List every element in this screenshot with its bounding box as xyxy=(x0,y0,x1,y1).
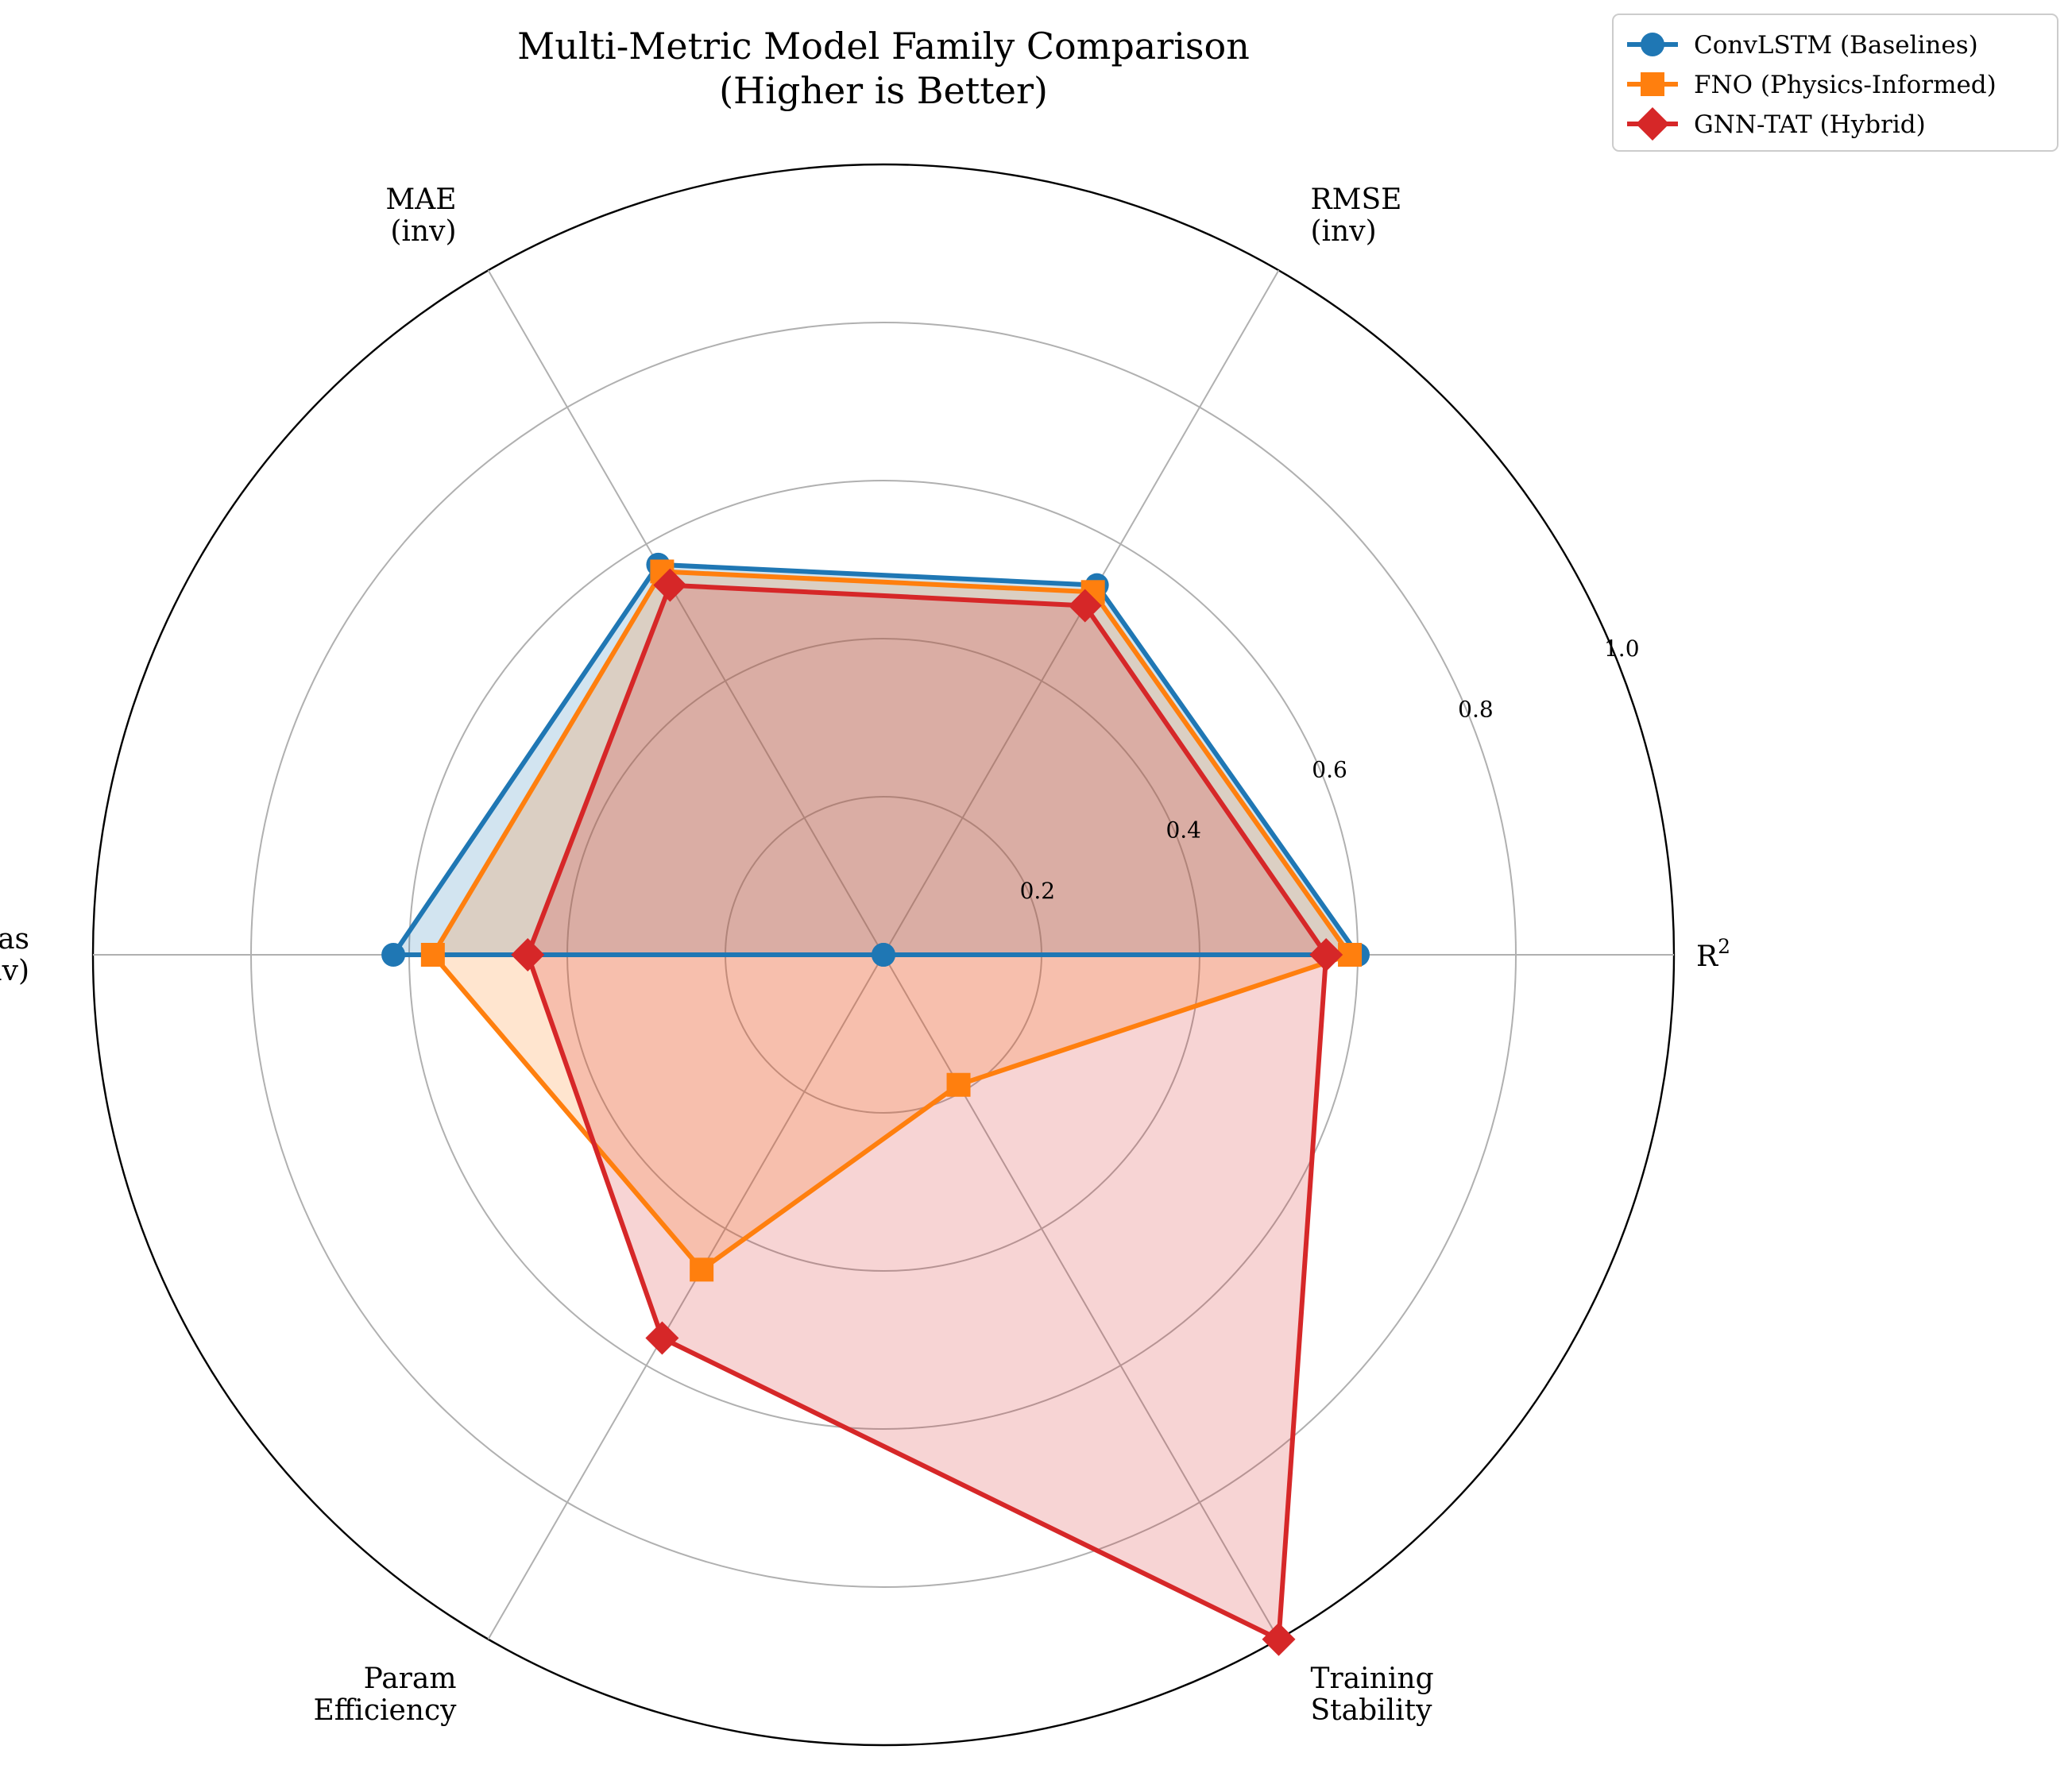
chart-title-line-1: Multi-Metric Model Family Comparison xyxy=(517,25,1250,68)
legend-marker xyxy=(1641,72,1664,96)
series-line xyxy=(391,562,1360,957)
data-point xyxy=(381,943,406,967)
angular-grid-line xyxy=(487,954,884,1640)
chart-title-line-2: (Higher is Better) xyxy=(719,69,1048,112)
data-point xyxy=(946,1072,971,1097)
data-point xyxy=(1309,938,1343,971)
angular-grid-line xyxy=(487,269,884,956)
data-point xyxy=(690,1257,714,1282)
legend-marker xyxy=(1641,33,1664,56)
axis-label: RMSE (inv) xyxy=(1311,183,1402,248)
legend-entry: FNO (Physics-Informed) xyxy=(1627,71,1997,99)
legend-entry: GNN-TAT (Hybrid) xyxy=(1627,107,1926,141)
axis-label: R2 xyxy=(1696,935,1730,973)
legend-marker xyxy=(1636,107,1669,141)
legend-box xyxy=(1612,14,2058,152)
axis-label: MAE (inv) xyxy=(385,183,456,248)
legend-entry: ConvLSTM (Baselines) xyxy=(1627,31,1978,60)
data-point xyxy=(653,568,687,602)
legend-label: ConvLSTM (Baselines) xyxy=(1694,31,1978,60)
axis-label: Training Stability xyxy=(1311,1663,1434,1727)
series-fill xyxy=(528,585,1327,1639)
data-point xyxy=(420,943,445,967)
chart-title: Multi-Metric Model Family Comparison (Hi… xyxy=(517,25,1250,112)
data-point xyxy=(645,1321,679,1355)
radial-tick-label: 1.0 xyxy=(1604,635,1640,662)
radial-tick-label: 0.8 xyxy=(1458,696,1494,722)
data-point xyxy=(511,938,545,971)
series-fill xyxy=(393,564,1359,955)
axis-label: Bias(inv) xyxy=(0,923,29,987)
axis-label: Param Efficiency xyxy=(313,1663,457,1727)
data-point xyxy=(1262,1622,1296,1656)
axis-labels: R2 RMSE(inv) MAE(inv) Bias(inv) ParamEfficie… xyxy=(0,183,1730,1727)
data-point xyxy=(872,943,895,967)
angular-grid-line xyxy=(883,954,1280,1640)
legend-label: GNN-TAT (Hybrid) xyxy=(1694,110,1926,139)
legend: ConvLSTM (Baselines) FNO (Physics-Informe… xyxy=(1612,14,2058,152)
radial-tick-labels: 0.2 0.4 0.6 0.8 1.0 xyxy=(1020,635,1640,904)
radial-tick-label: 0.6 xyxy=(1312,757,1347,783)
series-markers xyxy=(381,552,1370,1656)
radial-tick-label: 0.2 xyxy=(1020,878,1056,904)
legend-label: FNO (Physics-Informed) xyxy=(1694,71,1997,99)
data-point xyxy=(1068,589,1102,623)
series-fills xyxy=(393,564,1359,1639)
series-fill xyxy=(432,571,1350,1270)
radial-tick-label: 0.4 xyxy=(1166,817,1201,844)
